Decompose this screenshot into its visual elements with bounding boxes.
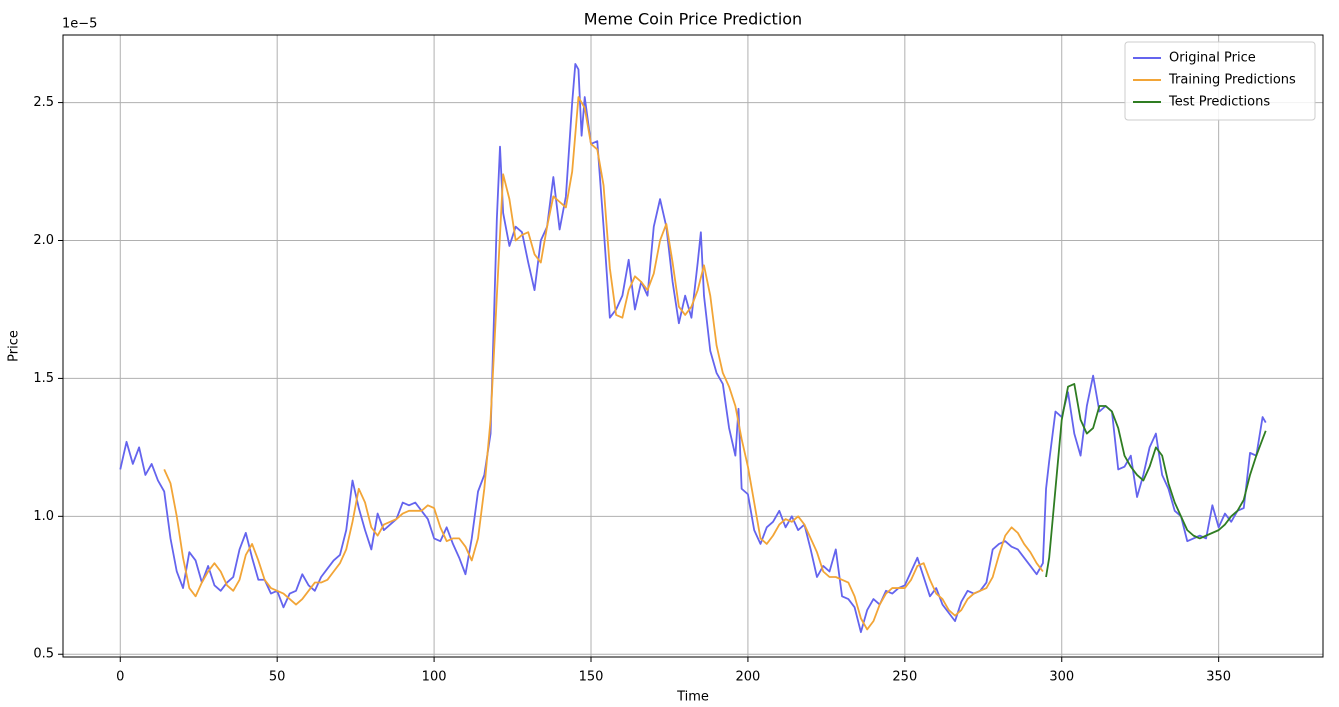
y-tick-label: 2.5: [33, 95, 54, 110]
legend: Original Price Training Predictions Test P…: [1124, 41, 1316, 121]
x-axis-label: Time: [676, 690, 709, 704]
legend-box: [1124, 41, 1316, 121]
chart-title: Meme Coin Price Prediction: [584, 10, 802, 29]
plot-frame: [62, 34, 1324, 658]
x-tick-label: 0: [116, 670, 124, 685]
x-tick-label: 350: [1206, 670, 1231, 685]
line-series: [119, 63, 1267, 634]
x-tick-label: 100: [422, 670, 447, 685]
line-series: [1045, 383, 1267, 578]
legend-label: Original Price: [1169, 51, 1256, 66]
y-offset-label: 1e−5: [62, 17, 97, 32]
x-tick-label: 300: [1049, 670, 1074, 685]
y-tick-label: 1.5: [33, 371, 54, 386]
y-tick-label: 0.5: [33, 647, 54, 662]
x-tick-label: 200: [736, 670, 761, 685]
x-tick-label: 50: [269, 670, 286, 685]
y-tick-label: 2.0: [33, 233, 54, 248]
line-series: [163, 96, 1044, 631]
legend-label: Test Predictions: [1168, 95, 1270, 110]
y-tick-label: 1.0: [33, 509, 54, 524]
x-tick-label: 250: [892, 670, 917, 685]
x-tick-label: 150: [579, 670, 604, 685]
y-axis-label: Price: [7, 330, 22, 362]
legend-label: Training Predictions: [1168, 73, 1296, 88]
